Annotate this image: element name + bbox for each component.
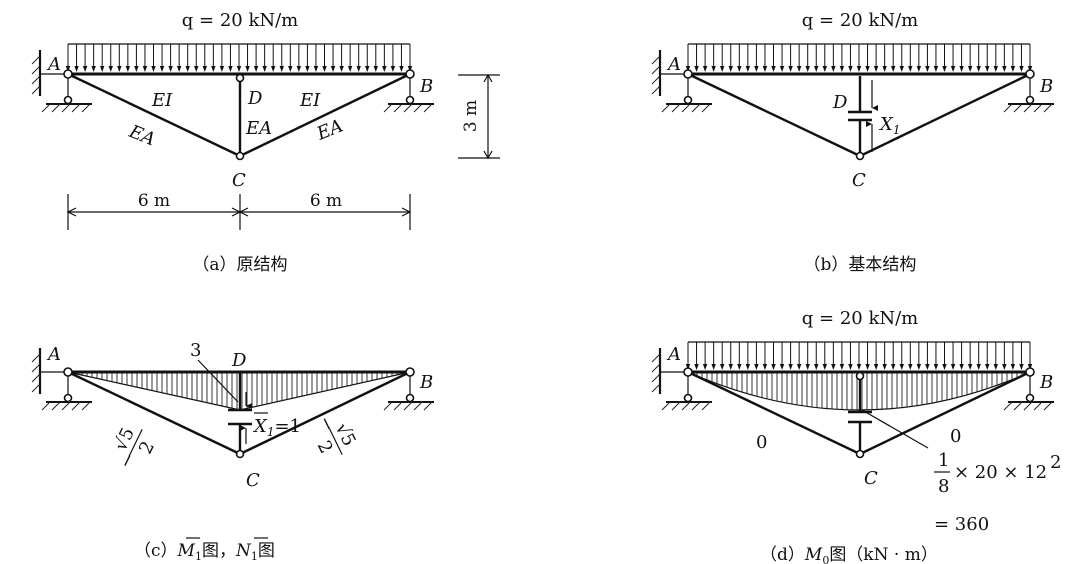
label-a: A	[46, 344, 61, 365]
member-ac	[687, 370, 861, 456]
member-bc	[859, 370, 1031, 456]
support-b	[1003, 76, 1054, 113]
height-label: 3 m	[461, 100, 481, 132]
node-b	[405, 69, 415, 79]
node-b	[1025, 367, 1035, 377]
node-c	[235, 449, 245, 459]
svg-text:√5: √5	[110, 424, 139, 454]
svg-text:8: 8	[938, 476, 949, 497]
moment-value: 3	[190, 340, 201, 361]
label-c: C	[246, 470, 260, 491]
caption-a: （a）原结构	[192, 255, 287, 275]
node-d	[235, 73, 245, 83]
label-b: B	[1039, 372, 1053, 393]
label-a: A	[46, 54, 61, 75]
svg-text:2: 2	[135, 438, 159, 457]
label-ea-right: EA	[313, 115, 346, 145]
panel-c: A B C D 3 X1=1 − √5 2 − √5 2 （c）M1图，N1图	[31, 340, 434, 563]
load-label: q = 20 kN/m	[182, 10, 298, 31]
moment-leader	[861, 409, 929, 449]
member-bc	[239, 72, 411, 158]
label-d: D	[231, 350, 247, 371]
panel-d: q = 20 kN/m	[651, 308, 1061, 564]
svg-text:= 360: = 360	[934, 514, 989, 535]
node-d	[855, 371, 865, 381]
member-bc	[239, 370, 411, 456]
unit-force-label: X1=1	[252, 416, 301, 439]
distributed-load	[65, 43, 413, 72]
moment-leader	[197, 359, 239, 403]
label-b: B	[419, 76, 433, 97]
axial-force-right: − √5 2	[313, 412, 360, 457]
support-a	[651, 348, 712, 411]
node-c	[855, 151, 865, 161]
member-ac	[67, 72, 241, 158]
moment-diagram	[687, 371, 1031, 411]
support-b	[1003, 374, 1054, 411]
label-b: B	[1039, 76, 1053, 97]
support-b	[383, 76, 434, 113]
span-right-label: 6 m	[310, 191, 342, 211]
label-b: B	[419, 372, 433, 393]
zero-right: 0	[950, 426, 961, 447]
cut-member-dc	[848, 376, 872, 454]
support-a	[651, 50, 712, 113]
zero-left: 0	[756, 432, 767, 453]
axial-force-left: − √5 2	[110, 424, 159, 472]
load-label: q = 20 kN/m	[802, 10, 918, 31]
caption-b: （b）基本结构	[804, 255, 917, 275]
node-c	[235, 151, 245, 161]
support-a	[31, 50, 92, 113]
caption-d: （d）M0图（kN · m）	[760, 545, 938, 564]
node-b	[405, 367, 415, 377]
svg-text:2: 2	[313, 437, 337, 456]
cut-member-dc	[848, 76, 878, 156]
moment-diagram	[67, 371, 411, 411]
node-b	[1025, 69, 1035, 79]
panel-b: q = 20 kN/m	[651, 10, 1054, 275]
redundant-label: X1	[878, 114, 900, 137]
span-left-label: 6 m	[138, 191, 170, 211]
load-label: q = 20 kN/m	[802, 308, 918, 329]
span-dimension: 6 m 6 m	[66, 191, 412, 230]
node-a	[63, 69, 73, 79]
label-ea-left: EA	[125, 121, 158, 151]
label-d: D	[247, 88, 263, 109]
node-a	[63, 367, 73, 377]
svg-text:2: 2	[1050, 452, 1061, 473]
distributed-load	[685, 43, 1033, 72]
member-bc	[859, 72, 1031, 158]
label-c: C	[852, 170, 866, 191]
node-a	[683, 69, 693, 79]
member-ac	[67, 370, 241, 456]
label-a: A	[666, 344, 681, 365]
support-b	[383, 374, 434, 411]
cut-member-dc	[228, 372, 252, 454]
caption-c: （c）M1图，N1图	[134, 541, 275, 563]
support-a	[31, 348, 92, 411]
max-moment-formula: 1 8 × 20 × 12 2 = 360	[934, 450, 1061, 535]
member-ac	[687, 72, 861, 158]
label-ei-left: EI	[151, 90, 173, 111]
label-a: A	[666, 54, 681, 75]
label-d: D	[832, 92, 848, 113]
label-ea-mid: EA	[245, 118, 272, 139]
height-dimension: 3 m	[458, 73, 500, 160]
node-c	[855, 449, 865, 459]
label-c: C	[864, 468, 878, 489]
svg-text:× 20 × 12: × 20 × 12	[954, 462, 1047, 483]
label-ei-right: EI	[299, 90, 321, 111]
distributed-load	[685, 341, 1033, 370]
label-c: C	[232, 170, 246, 191]
node-a	[683, 367, 693, 377]
svg-text:1: 1	[938, 450, 949, 471]
panel-a: q = 20 kN/m A	[31, 10, 500, 275]
